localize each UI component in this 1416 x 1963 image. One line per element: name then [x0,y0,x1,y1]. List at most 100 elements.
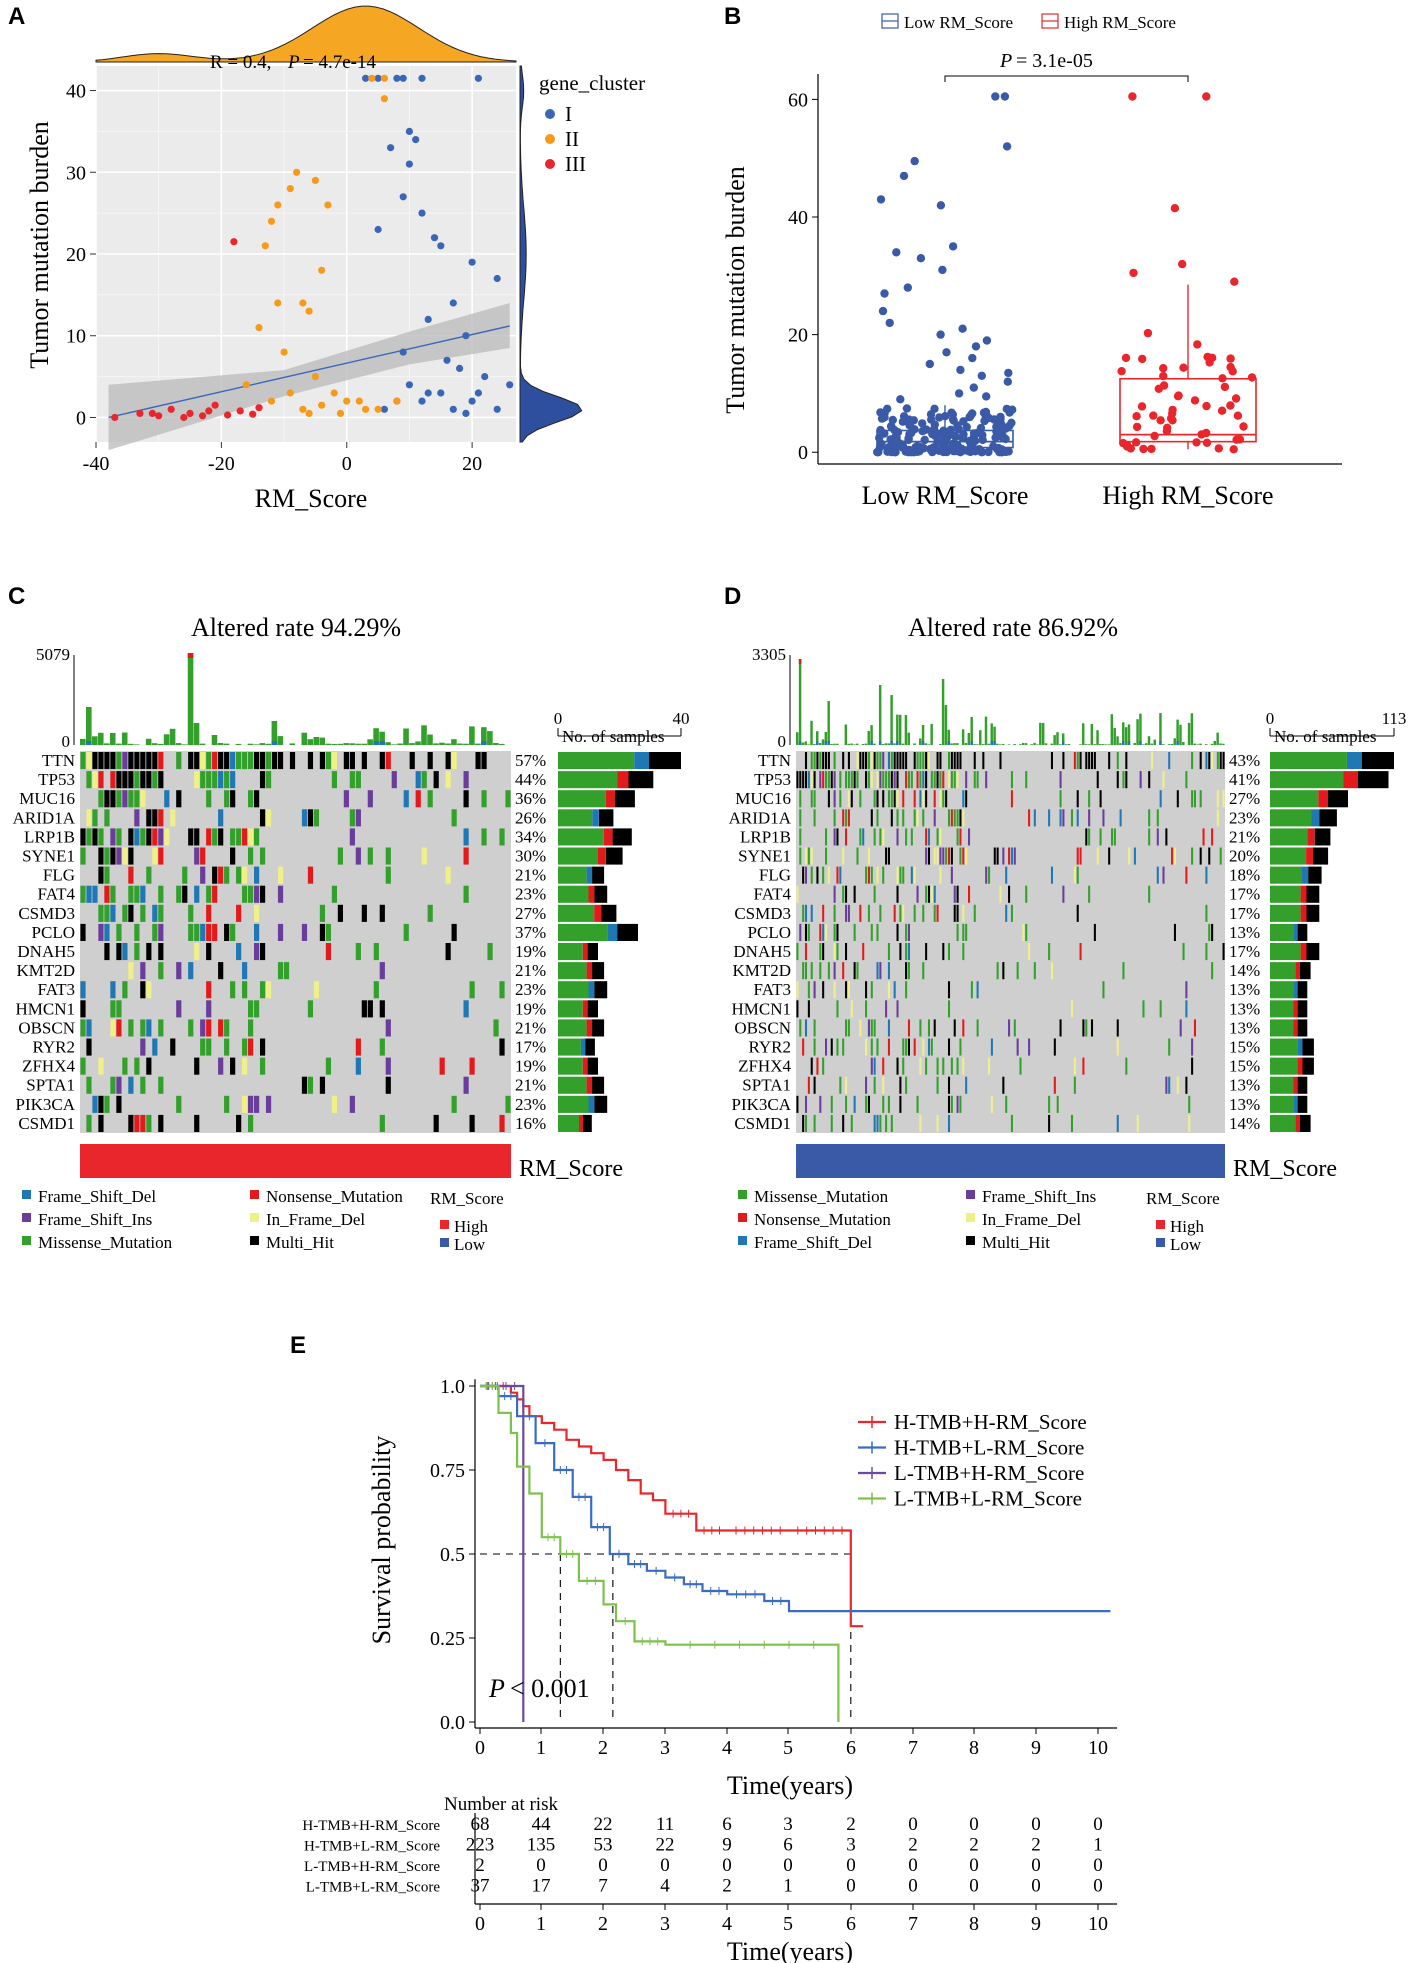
d-mutation-cell [896,1000,899,1018]
d-mutation-cell [1199,790,1202,808]
c-mutation-cell [248,1038,254,1056]
c-samples-bar-multihit [583,1114,592,1132]
d-mutation-cell [919,1057,922,1075]
d-top-bar [1084,744,1088,745]
d-top-bar [1127,724,1131,745]
d-mutation-cell [899,904,902,922]
a-x-tick-label: -20 [208,453,235,475]
d-mutation-cell [1076,790,1079,808]
a-point-cluster-III [180,413,188,422]
c-mutation-cell [152,923,158,941]
b-jitter-point [902,404,912,413]
c-mutation-cell [307,1076,314,1094]
d-gene-percent: 14% [1229,961,1260,980]
d-mutation-cell [807,981,810,999]
d-mutation-cell [907,962,910,980]
d-mutation-cell [796,1095,799,1113]
c-mutation-cell [289,752,296,770]
d-mutation-cell [1079,752,1082,770]
d-mutation-cell [896,752,899,770]
c-mutation-cell [140,1019,146,1037]
d-mutation-cell [896,923,899,941]
d-mutation-cell [916,1095,919,1113]
d-gene-percent: 13% [1229,1095,1260,1114]
d-samples-bar-missense [1270,962,1296,980]
d-gene-label: FAT4 [754,885,792,904]
d-mutation-cell [1182,943,1185,961]
d-mutation-cell [825,828,828,846]
d-mutation-cell [905,923,908,941]
d-mutation-cell [1205,943,1208,961]
d-mutation-cell [799,771,802,789]
c-top-bar [127,743,134,745]
d-mutation-cell [896,809,899,827]
d-mutation-cell [816,752,819,770]
c-mutation-cell [415,790,421,808]
d-mutation-cell [1222,943,1225,961]
c-mutation-cell [236,828,242,846]
d-rm-legend-label: High [1170,1217,1205,1236]
c-gene-label: FAT3 [38,980,75,999]
d-mutation-cell [830,1095,833,1113]
c-mutation-cell [307,809,314,827]
c-top-bar [433,743,439,745]
d-top-bar [1204,744,1208,745]
d-mutation-cell [1188,1095,1191,1113]
d-mutation-cell [1079,943,1082,961]
d-mutation-cell [887,790,890,808]
d-mutation-cell [1116,1038,1119,1056]
d-mutation-cell [859,752,862,770]
d-gene-label: CSMD1 [734,1114,791,1133]
e-risk-count: 2 [1031,1835,1041,1856]
e-risk-count: 0 [969,1814,979,1835]
c-mutation-cell [170,1038,176,1056]
c-mutation-cell [170,809,176,827]
c-top-bar [349,743,355,745]
d-top-bar [1136,719,1139,745]
c-mutation-cell [80,847,86,865]
c-mutation-cell [176,790,182,808]
d-top-bar-segment [816,741,819,745]
c-mutation-cell [445,752,451,770]
c-mutation-cell [152,771,158,789]
c-mutation-cell [182,866,188,884]
c-mutation-cell [361,1000,367,1018]
e-x-tick-label: 8 [969,1737,979,1759]
d-mutation-cell [1168,1076,1171,1094]
d-mutation-cell [953,904,956,922]
c-mutation-cell [80,752,86,770]
d-mutation-cell [1205,752,1208,770]
panel-letter-c: C [8,583,25,610]
d-mutation-cell [822,752,825,770]
d-samples-bar-missense [1270,1000,1294,1018]
e-legend-label: L-TMB+L-RM_Score [894,1487,1082,1511]
c-mutation-cell [242,866,248,884]
d-samples-bar-other [1306,847,1314,865]
d-mutation-cell [876,771,879,789]
d-mutation-cell [1111,828,1114,846]
d-mutation-cell [962,923,965,941]
d-mutation-cell [1116,752,1119,770]
c-gene-label: SPTA1 [26,1076,75,1095]
e-y-tick-label: 0.25 [430,1628,465,1650]
d-mutation-cell [927,1019,931,1037]
b-jitter-point [1002,142,1012,151]
e-risk-count: 2 [908,1835,918,1856]
d-mutation-cell [1191,847,1194,865]
a-point-cluster-I [430,234,439,242]
e-pvalue-p: P [488,1674,505,1703]
b-jitter-point [898,417,908,426]
d-mutation-cell [802,866,805,884]
d-mutation-cell [882,1057,885,1075]
d-top-axis-min: 0 [778,732,787,751]
c-mutation-cell [110,981,116,999]
d-samples-axis-min: 0 [1266,709,1275,728]
b-jitter-point [918,419,927,428]
c-mutation-cell [200,847,206,865]
d-top-bar-segment [1122,741,1125,745]
c-mutation-cell [254,790,260,808]
d-mutation-cell [804,847,808,865]
d-top-bar-segment [878,741,882,745]
d-samples-bar-multihit [1297,1000,1308,1018]
d-gene-label: LRP1B [740,827,791,846]
